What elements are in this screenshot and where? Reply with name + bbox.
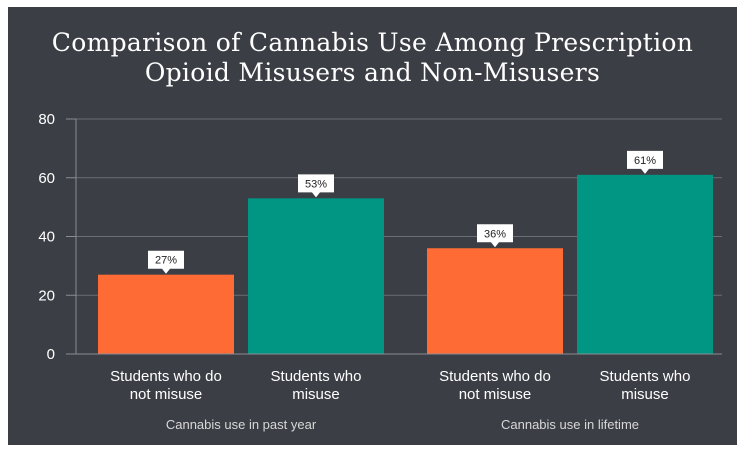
data-label: 61%	[634, 155, 656, 167]
bar	[98, 274, 234, 354]
bar	[248, 198, 384, 354]
data-label: 53%	[305, 178, 327, 190]
chart-title-line-1: Comparison of Cannabis Use Among Prescri…	[51, 28, 694, 57]
category-label: Students who	[271, 368, 362, 385]
category-label: misuse	[292, 386, 340, 403]
y-tick-label: 20	[38, 287, 55, 304]
bar	[427, 248, 563, 354]
category-label: not misuse	[130, 386, 203, 403]
bar	[577, 174, 713, 354]
category-label: Students who do	[110, 368, 222, 385]
data-label: 36%	[484, 228, 506, 240]
group-label: Cannabis use in lifetime	[501, 417, 639, 432]
y-tick-label: 0	[47, 346, 55, 363]
category-label: not misuse	[459, 386, 532, 403]
data-label: 27%	[155, 255, 177, 267]
data-label-box	[627, 150, 663, 174]
category-label: misuse	[621, 386, 669, 403]
data-label-box	[148, 250, 184, 274]
group-label: Cannabis use in past year	[166, 417, 317, 432]
chart-title: Comparison of Cannabis Use Among Prescri…	[0, 28, 745, 88]
category-label: Students who do	[439, 368, 551, 385]
y-tick-label: 60	[38, 170, 55, 187]
data-label-box	[298, 174, 334, 198]
y-tick-label: 40	[38, 229, 55, 246]
y-tick-label: 80	[38, 111, 55, 128]
category-label: Students who	[600, 368, 691, 385]
chart-title-line-2: Opioid Misusers and Non-Misusers	[144, 58, 601, 87]
data-label-box	[477, 224, 513, 248]
